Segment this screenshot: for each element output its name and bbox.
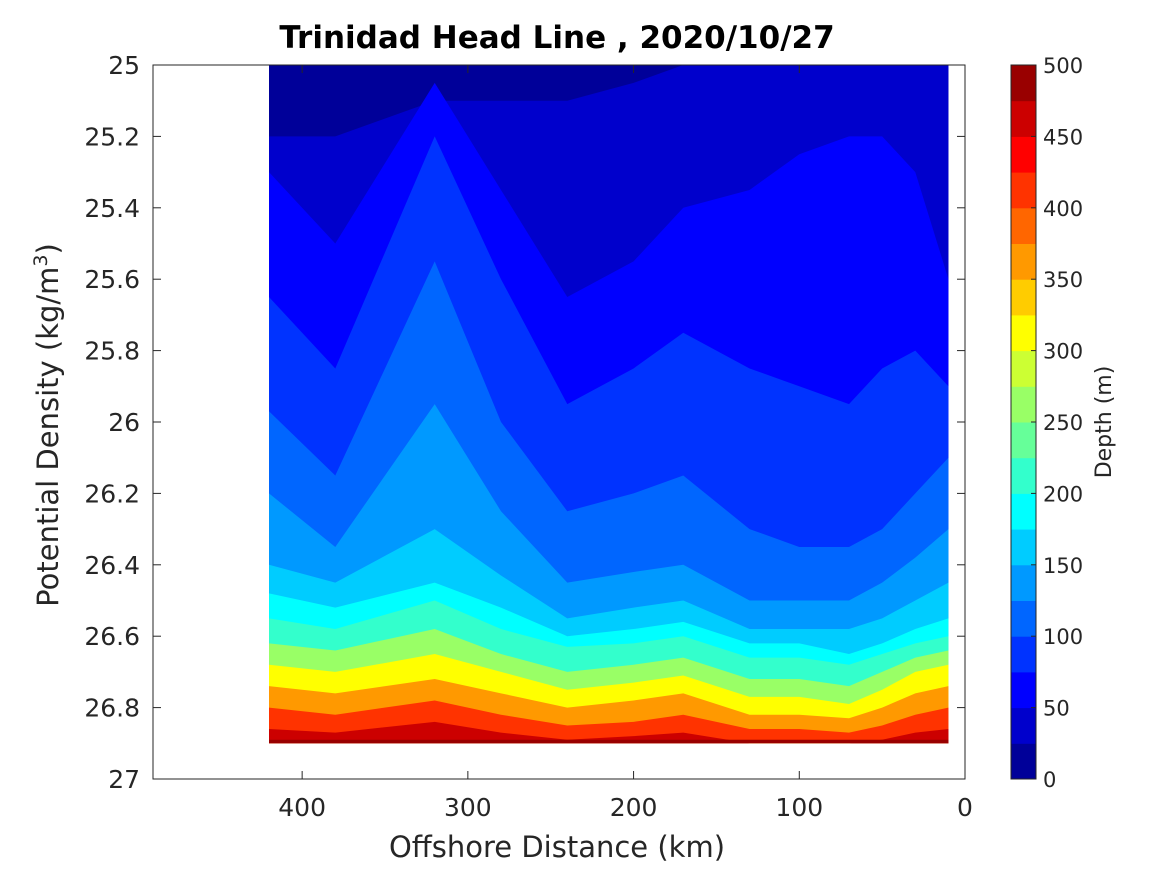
colorbar-tick-label: 50	[1043, 697, 1070, 721]
colorbar-segment	[1011, 636, 1036, 673]
y-axis-label: Potential Density (kg/m3)	[30, 243, 65, 607]
colorbar-tick-label: 450	[1043, 125, 1083, 149]
colorbar-segment	[1011, 529, 1036, 566]
colorbar-segment	[1011, 564, 1036, 601]
y-tick-label: 26.2	[84, 479, 140, 508]
y-tick-label: 25.6	[84, 265, 140, 294]
colorbar-tick-label: 150	[1043, 554, 1083, 578]
colorbar-segment	[1011, 136, 1036, 173]
colorbar-ticks: 0 50 100 150 200 250 300 350 400 450 500	[1031, 54, 1083, 792]
x-tick-label: 300	[444, 793, 492, 822]
contour-fill-layer	[269, 65, 949, 744]
x-axis-ticks: 400 300 200 100 0	[278, 65, 973, 822]
colorbar-segment	[1011, 279, 1036, 316]
x-tick-label: 200	[610, 793, 658, 822]
y-tick-label: 26.6	[84, 622, 140, 651]
colorbar-segment	[1011, 100, 1036, 137]
y-tick-label: 26	[108, 408, 140, 437]
y-tick-label: 25	[108, 51, 140, 80]
colorbar-tick-label: 300	[1043, 340, 1083, 364]
y-tick-label: 26.8	[84, 694, 140, 723]
colorbar-segment	[1011, 493, 1036, 530]
y-tick-label: 25.2	[84, 122, 140, 151]
colorbar	[1011, 65, 1036, 780]
colorbar-segment	[1011, 350, 1036, 387]
colorbar-segment	[1011, 243, 1036, 280]
colorbar-tick-label: 0	[1043, 768, 1056, 792]
y-axis-ticks: 25 25.2 25.4 25.6 25.8 26 26.2 26.4 26.6 26.8 27	[84, 51, 965, 794]
colorbar-segment	[1011, 386, 1036, 423]
colorbar-tick-label: 200	[1043, 482, 1083, 506]
colorbar-segment	[1011, 172, 1036, 209]
colorbar-segment	[1011, 65, 1036, 102]
y-tick-label: 26.4	[84, 551, 140, 580]
colorbar-segment	[1011, 422, 1036, 459]
colorbar-segment	[1011, 314, 1036, 352]
colorbar-segment	[1011, 600, 1036, 637]
colorbar-segment	[1011, 207, 1036, 244]
colorbar-tick-label: 250	[1043, 411, 1083, 435]
colorbar-label: Depth (m)	[1092, 366, 1117, 479]
colorbar-segment	[1011, 707, 1036, 744]
colorbar-tick-label: 500	[1043, 54, 1083, 78]
chart-title: Trinidad Head Line , 2020/10/27	[279, 20, 834, 56]
colorbar-tick-label: 400	[1043, 197, 1083, 221]
x-tick-label: 400	[278, 793, 326, 822]
colorbar-segment	[1011, 743, 1036, 780]
y-tick-label: 25.8	[84, 337, 140, 366]
colorbar-segment	[1011, 671, 1036, 709]
contour-band	[269, 739, 949, 744]
contour-band	[269, 721, 949, 744]
x-tick-label: 100	[775, 793, 823, 822]
colorbar-tick-label: 100	[1043, 625, 1083, 649]
colorbar-segment	[1011, 457, 1036, 494]
colorbar-tick-label: 350	[1043, 268, 1083, 292]
y-tick-label: 25.4	[84, 194, 140, 223]
y-tick-label: 27	[108, 765, 140, 794]
x-tick-label: 0	[957, 793, 973, 822]
x-axis-label: Offshore Distance (km)	[389, 830, 725, 864]
